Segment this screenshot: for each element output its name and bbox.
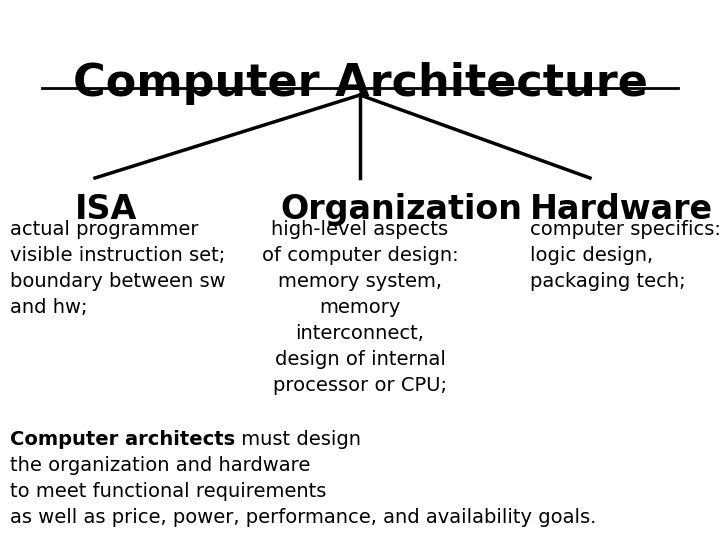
Text: Computer architects: Computer architects xyxy=(10,430,235,449)
Text: Organization: Organization xyxy=(280,193,522,226)
Text: high-level aspects: high-level aspects xyxy=(271,220,449,239)
Text: logic design,: logic design, xyxy=(530,246,653,265)
Text: processor or CPU;: processor or CPU; xyxy=(273,376,447,395)
Text: memory system,: memory system, xyxy=(278,272,442,291)
Text: as well as price, power, performance, and availability goals.: as well as price, power, performance, an… xyxy=(10,508,596,527)
Text: boundary between sw: boundary between sw xyxy=(10,272,225,291)
Text: and hw;: and hw; xyxy=(10,298,88,317)
Text: ISA: ISA xyxy=(75,193,138,226)
Text: memory: memory xyxy=(319,298,401,317)
Text: of computer design:: of computer design: xyxy=(261,246,459,265)
Text: Computer Architecture: Computer Architecture xyxy=(73,62,647,105)
Text: visible instruction set;: visible instruction set; xyxy=(10,246,225,265)
Text: must design: must design xyxy=(235,430,361,449)
Text: the organization and hardware: the organization and hardware xyxy=(10,456,310,475)
Text: design of internal: design of internal xyxy=(274,350,446,369)
Text: computer specifics:: computer specifics: xyxy=(530,220,720,239)
Text: to meet functional requirements: to meet functional requirements xyxy=(10,482,326,501)
Text: packaging tech;: packaging tech; xyxy=(530,272,685,291)
Text: interconnect,: interconnect, xyxy=(296,324,424,343)
Text: Hardware: Hardware xyxy=(530,193,713,226)
Text: actual programmer: actual programmer xyxy=(10,220,199,239)
